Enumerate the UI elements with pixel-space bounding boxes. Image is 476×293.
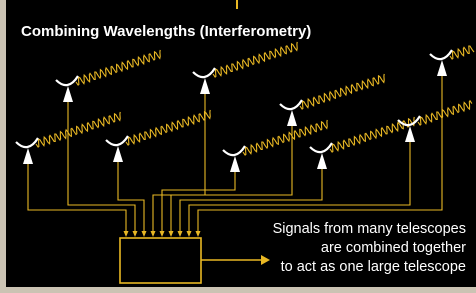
caption-line: Signals from many telescopes [273, 221, 466, 237]
caption-line: are combined together [321, 240, 466, 256]
caption-line: to act as one large telescope [281, 259, 466, 275]
title: Combining Wavelengths (Interferometry) [21, 23, 311, 40]
diagram: Combining Wavelengths (Interferometry) S… [0, 0, 476, 293]
page: Combining Wavelengths (Interferometry) S… [0, 0, 476, 293]
